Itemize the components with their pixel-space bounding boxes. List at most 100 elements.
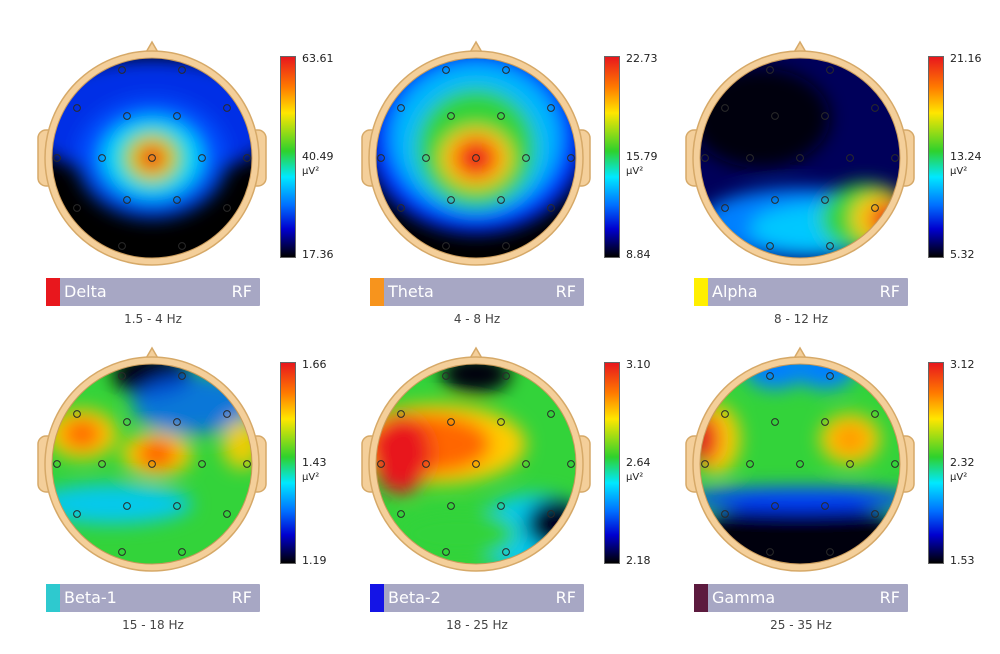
colorbar <box>928 362 944 564</box>
electrode-marker <box>826 372 834 380</box>
electrode-marker <box>178 242 186 250</box>
colorbar-max-label: 22.73 <box>626 52 658 65</box>
electrode-marker <box>821 502 829 510</box>
electrode-marker <box>118 66 126 74</box>
electrode-marker <box>178 66 186 74</box>
head-topomap <box>37 40 267 266</box>
electrode-marker <box>821 418 829 426</box>
electrode-marker <box>123 418 131 426</box>
electrode-marker <box>502 372 510 380</box>
topomap-panel-gamma: 3.12 2.32 µV² 1.53 Gamma RF 25 - 35 Hz <box>680 344 975 654</box>
topomap-panel-alpha: 21.16 13.24 µV² 5.32 Alpha RF 8 - 12 Hz <box>680 38 982 348</box>
electrode-marker <box>701 460 709 468</box>
electrode-marker <box>547 410 555 418</box>
electrode-marker <box>771 112 779 120</box>
electrode-marker <box>567 460 575 468</box>
electrode-marker <box>73 204 81 212</box>
electrode-marker <box>118 242 126 250</box>
colorbar-max-label: 21.16 <box>950 52 982 65</box>
electrode-marker <box>243 154 251 162</box>
colorbar-unit-label: µV² <box>626 166 644 177</box>
topomap-panel-beta-2: 3.10 2.64 µV² 2.18 Beta-2 RF 18 - 25 Hz <box>356 344 651 654</box>
colorbar-unit-label: µV² <box>950 166 968 177</box>
electrode-marker <box>73 104 81 112</box>
band-label-bar: Beta-1 RF <box>46 584 260 612</box>
colorbar-min-label: 1.19 <box>302 554 327 567</box>
electrode-marker <box>771 418 779 426</box>
electrode-marker <box>397 104 405 112</box>
electrode-marker <box>821 196 829 204</box>
topomap-panel-beta-1: 1.66 1.43 µV² 1.19 Beta-1 RF 15 - 18 Hz <box>32 344 327 654</box>
electrode-marker <box>502 66 510 74</box>
colorbar-max-label: 3.12 <box>950 358 975 371</box>
electrode-marker <box>98 460 106 468</box>
colorbar-max-label: 63.61 <box>302 52 334 65</box>
head-topomap <box>361 346 591 572</box>
electrode-marker <box>871 510 879 518</box>
band-frequency-range: 15 - 18 Hz <box>122 618 184 632</box>
electrode-marker <box>198 460 206 468</box>
electrode-marker <box>766 242 774 250</box>
colorbar <box>604 56 620 258</box>
colorbar-mid-label: 1.43 <box>302 456 327 469</box>
electrode-marker <box>547 104 555 112</box>
electrode-marker <box>826 242 834 250</box>
electrode-marker <box>223 104 231 112</box>
electrode-marker <box>721 104 729 112</box>
electrode-marker <box>766 66 774 74</box>
band-color-swatch <box>694 278 708 306</box>
band-color-swatch <box>694 584 708 612</box>
colorbar-max-label: 3.10 <box>626 358 651 371</box>
electrode-marker <box>377 460 385 468</box>
electrode-marker <box>547 510 555 518</box>
electrode-marker <box>397 204 405 212</box>
colorbar-min-label: 2.18 <box>626 554 651 567</box>
colorbar <box>280 56 296 258</box>
electrode-marker <box>442 372 450 380</box>
colorbar-mid-label: 40.49 <box>302 150 334 163</box>
electrode-marker <box>442 548 450 556</box>
electrode-marker <box>422 154 430 162</box>
electrode-marker <box>123 112 131 120</box>
band-label-bar: Theta RF <box>370 278 584 306</box>
band-tag: RF <box>231 282 252 301</box>
band-name: Delta <box>64 282 107 301</box>
electrode-marker <box>442 242 450 250</box>
colorbar-mid-label: 13.24 <box>950 150 982 163</box>
electrode-marker <box>178 548 186 556</box>
colorbar <box>280 362 296 564</box>
electrode-marker <box>871 204 879 212</box>
band-color-swatch <box>370 584 384 612</box>
electrode-marker <box>447 196 455 204</box>
electrode-marker <box>891 460 899 468</box>
band-name: Beta-2 <box>388 588 441 607</box>
electrode-marker <box>567 154 575 162</box>
colorbar-unit-label: µV² <box>302 472 320 483</box>
band-name: Gamma <box>712 588 776 607</box>
electrode-marker <box>766 372 774 380</box>
colorbar-unit-label: µV² <box>950 472 968 483</box>
electrode-marker <box>796 154 804 162</box>
colorbar <box>604 362 620 564</box>
electrode-marker <box>123 502 131 510</box>
band-tag: RF <box>555 588 576 607</box>
colorbar-min-label: 1.53 <box>950 554 975 567</box>
colorbar-unit-label: µV² <box>626 472 644 483</box>
electrode-marker <box>746 154 754 162</box>
electrode-marker <box>497 502 505 510</box>
electrode-marker <box>547 204 555 212</box>
head-topomap <box>685 40 915 266</box>
electrode-marker <box>796 460 804 468</box>
electrode-marker <box>721 410 729 418</box>
electrode-marker <box>243 460 251 468</box>
electrode-marker <box>821 112 829 120</box>
band-frequency-range: 18 - 25 Hz <box>446 618 508 632</box>
electrode-marker <box>871 410 879 418</box>
electrode-marker <box>522 460 530 468</box>
band-label-bar: Beta-2 RF <box>370 584 584 612</box>
band-label-bar: Gamma RF <box>694 584 908 612</box>
electrode-marker <box>422 460 430 468</box>
band-frequency-range: 4 - 8 Hz <box>453 312 501 326</box>
electrode-marker <box>746 460 754 468</box>
electrode-marker <box>173 502 181 510</box>
